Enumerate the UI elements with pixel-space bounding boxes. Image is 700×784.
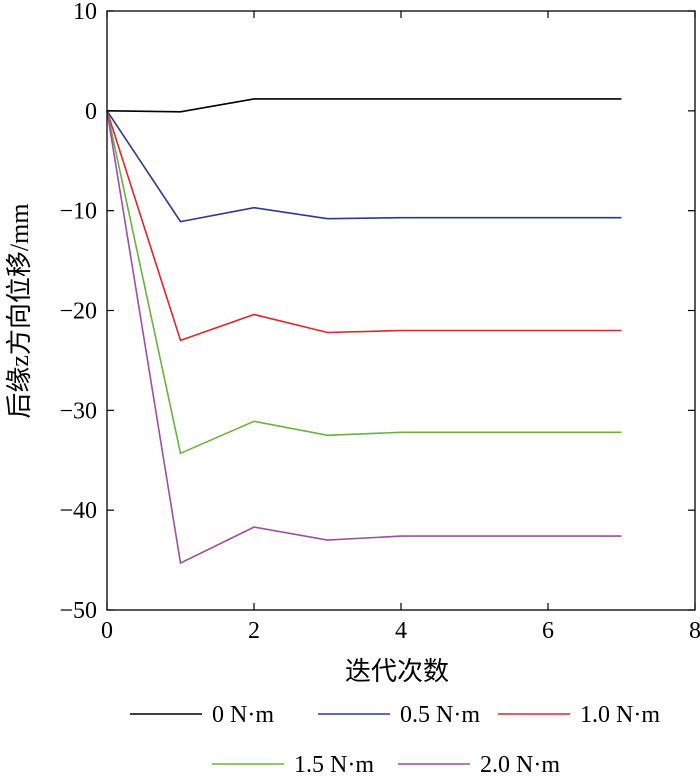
legend-label-2: 1.0 N·m bbox=[580, 702, 660, 728]
x-tick-label: 0 bbox=[101, 618, 113, 644]
legend-label-1: 0.5 N·m bbox=[400, 702, 480, 728]
plot-area bbox=[106, 98, 622, 565]
y-tick-label: 10 bbox=[73, 0, 97, 25]
series-line-2 bbox=[106, 110, 622, 342]
y-tick-label: −30 bbox=[59, 398, 97, 424]
x-tick-label: 4 bbox=[395, 618, 407, 644]
legend-label-0: 0 N·m bbox=[212, 702, 274, 728]
legend: 0 N·m 0.5 N·m 1.0 N·m 1.5 N·m 2.0 N·m bbox=[130, 702, 660, 778]
axes: 0 2 4 6 8 10 0 −10 −20 −30 −40 −50 bbox=[59, 0, 700, 644]
series-line-4 bbox=[106, 110, 622, 565]
y-tick-label: −10 bbox=[59, 199, 97, 225]
x-axis-label: 迭代次数 bbox=[345, 657, 449, 686]
legend-label-4: 2.0 N·m bbox=[480, 752, 560, 778]
y-axis-label: 后缘z方向位移/mm bbox=[5, 203, 34, 418]
series-line-1 bbox=[106, 110, 622, 223]
legend-label-3: 1.5 N·m bbox=[294, 752, 374, 778]
y-tick-label: −20 bbox=[59, 299, 97, 325]
y-tick-label: −50 bbox=[59, 598, 97, 624]
x-tick-label: 8 bbox=[689, 618, 700, 644]
series-line-3 bbox=[106, 110, 622, 455]
x-tick-label: 6 bbox=[542, 618, 554, 644]
series-line-0 bbox=[106, 98, 622, 113]
y-tick-label: −40 bbox=[59, 498, 97, 524]
plot-frame bbox=[106, 10, 696, 611]
y-tick-label: 0 bbox=[85, 99, 97, 125]
x-tick-label: 2 bbox=[248, 618, 260, 644]
